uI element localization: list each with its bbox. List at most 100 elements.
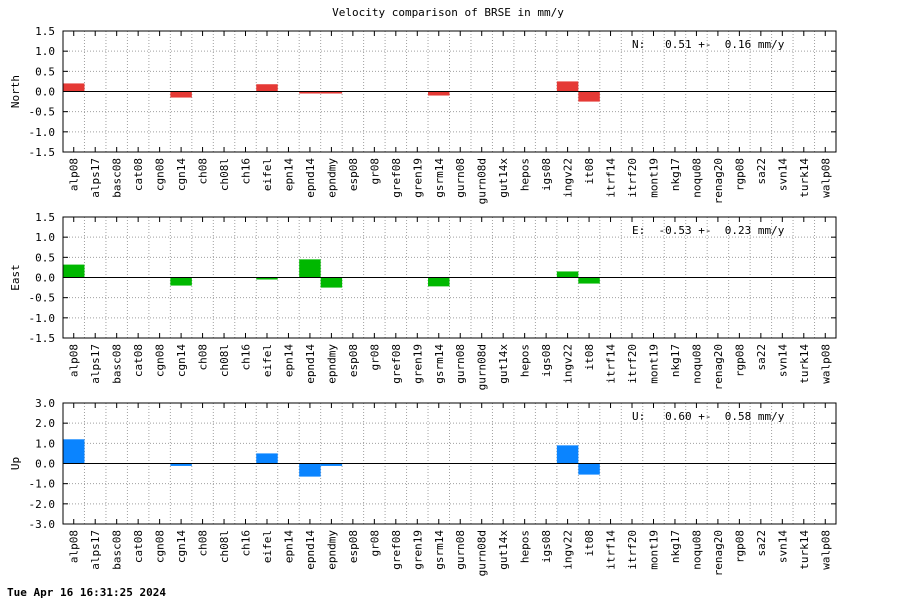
- bar-it08: [578, 91, 600, 102]
- x-tick-label: noqu08: [690, 344, 703, 384]
- bar-ingv22: [556, 445, 579, 464]
- x-tick-label: alp08: [68, 530, 81, 563]
- x-tick-label: itrf20: [626, 344, 639, 384]
- bar-epndmy: [320, 91, 343, 94]
- x-tick-label: ch08: [197, 530, 210, 557]
- x-tick-label: ch08l: [218, 158, 231, 191]
- x-tick-label: hepos: [519, 158, 532, 191]
- bar-gsrm14: [428, 91, 450, 96]
- bar-epndmy: [320, 277, 343, 288]
- x-tick-label: itrf14: [605, 530, 618, 570]
- x-tick-label: svn14: [776, 530, 789, 563]
- y-tick-label: 1.5: [35, 211, 55, 224]
- x-tick-label: epndmy: [325, 158, 338, 198]
- y-tick-label: 1.0: [35, 437, 55, 450]
- x-tick-label: walp08: [819, 158, 832, 198]
- x-tick-label: eifel: [261, 530, 274, 563]
- panel-annotation: E: -0.53 +- 0.23 mm/y: [632, 224, 785, 237]
- plot-frame: [62, 216, 837, 339]
- x-tick-label: nkg17: [669, 530, 682, 563]
- x-tick-label: basc08: [111, 158, 124, 198]
- x-tick-label: sa22: [755, 344, 768, 371]
- x-tick-label: esp08: [347, 158, 360, 191]
- x-tick-label: gr08: [368, 344, 381, 371]
- y-tick-label: 0.0: [35, 272, 55, 285]
- bar-it08: [578, 463, 600, 475]
- x-tick-label: sa22: [755, 158, 768, 185]
- x-tick-label: gren19: [411, 344, 424, 384]
- y-tick-label: 0.0: [35, 86, 55, 99]
- x-tick-label: cgn14: [175, 530, 188, 563]
- y-tick-label: 2.0: [35, 417, 55, 430]
- x-tick-label: svn14: [776, 344, 789, 377]
- x-tick-label: alp08: [68, 344, 81, 377]
- bar-eifel: [256, 277, 278, 280]
- x-tick-label: alps17: [89, 344, 102, 384]
- x-tick-label: nkg17: [669, 344, 682, 377]
- y-tick-label: 3.0: [35, 397, 55, 410]
- x-tick-label: rgp08: [733, 530, 746, 563]
- x-tick-label: gurn08: [454, 344, 467, 384]
- y-tick-label: 1.0: [35, 231, 55, 244]
- x-tick-label: renag20: [712, 158, 725, 204]
- x-tick-label: turk14: [798, 530, 811, 570]
- bar-ingv22: [556, 271, 579, 278]
- x-tick-label: cat08: [132, 530, 145, 563]
- x-tick-label: epnd14: [304, 158, 317, 198]
- x-tick-label: itrf20: [626, 158, 639, 198]
- y-tick-label: -1.5: [29, 146, 56, 159]
- x-tick-label: it08: [583, 158, 596, 185]
- x-tick-label: noqu08: [690, 530, 703, 570]
- x-tick-label: noqu08: [690, 158, 703, 198]
- x-tick-label: mont19: [647, 158, 660, 198]
- x-tick-label: gut14x: [497, 530, 510, 570]
- x-tick-label: nkg17: [669, 158, 682, 191]
- x-tick-label: alp08: [68, 158, 81, 191]
- x-tick-label: basc08: [111, 344, 124, 384]
- x-tick-label: it08: [583, 344, 596, 371]
- x-tick-label: gurn08d: [476, 530, 489, 576]
- x-tick-label: ch16: [240, 344, 253, 371]
- x-tick-label: itrf20: [626, 530, 639, 570]
- x-tick-label: ch16: [240, 158, 253, 185]
- panel-north: 1.5 1.0 0.5 0.0 -0.5 -1.0 -1.5 N: 0.51 +- 0.16 …: [9, 25, 837, 204]
- x-tick-label: ch08: [197, 344, 210, 371]
- x-tick-label: ingv22: [562, 530, 575, 570]
- x-tick-label: cgn08: [154, 530, 167, 563]
- bar-gsrm14: [428, 277, 450, 287]
- chart-title: Velocity comparison of BRSE in mm/y: [332, 6, 564, 19]
- x-tick-label: turk14: [798, 158, 811, 198]
- x-tick-label: epndmy: [325, 530, 338, 570]
- x-tick-label: gsrm14: [433, 530, 446, 570]
- x-tick-label: cgn14: [175, 344, 188, 377]
- x-tick-label: basc08: [111, 530, 124, 570]
- panel-east: 1.5 1.0 0.5 0.0 -0.5 -1.0 -1.5 E: -0.53 +- 0.23…: [9, 211, 837, 390]
- y-tick-label: 0.0: [35, 458, 55, 471]
- x-tick-label: ingv22: [562, 344, 575, 384]
- x-tick-label: gr08: [368, 530, 381, 557]
- x-tick-label: alps17: [89, 530, 102, 570]
- x-tick-label: cgn14: [175, 158, 188, 191]
- x-tick-label: ch08l: [218, 344, 231, 377]
- y-tick-label: -0.5: [29, 106, 56, 119]
- bar-epndmy: [320, 463, 343, 466]
- x-tick-label: igs08: [540, 344, 553, 377]
- y-tick-label: -0.5: [29, 292, 56, 305]
- x-tick-label: gurn08d: [476, 344, 489, 390]
- y-tick-label: 0.5: [35, 251, 55, 264]
- y-tick-label: 0.5: [35, 65, 55, 78]
- bar-alp08: [63, 83, 85, 92]
- x-tick-label: renag20: [712, 530, 725, 576]
- x-tick-label: eifel: [261, 344, 274, 377]
- x-tick-label: gurn08d: [476, 158, 489, 204]
- bar-ingv22: [556, 81, 579, 92]
- x-tick-label: gurn08: [454, 530, 467, 570]
- y-axis-label: North: [9, 75, 22, 108]
- x-tick-label: igs08: [540, 530, 553, 563]
- panel-up: 3.0 2.0 1.0 0.0 -1.0 -2.0 -3.0 U: 0.60 +- 0.58 …: [9, 397, 837, 576]
- x-tick-label: turk14: [798, 344, 811, 384]
- x-tick-label: gut14x: [497, 158, 510, 198]
- x-tick-label: itrf14: [605, 158, 618, 198]
- y-tick-label: -1.0: [29, 478, 56, 491]
